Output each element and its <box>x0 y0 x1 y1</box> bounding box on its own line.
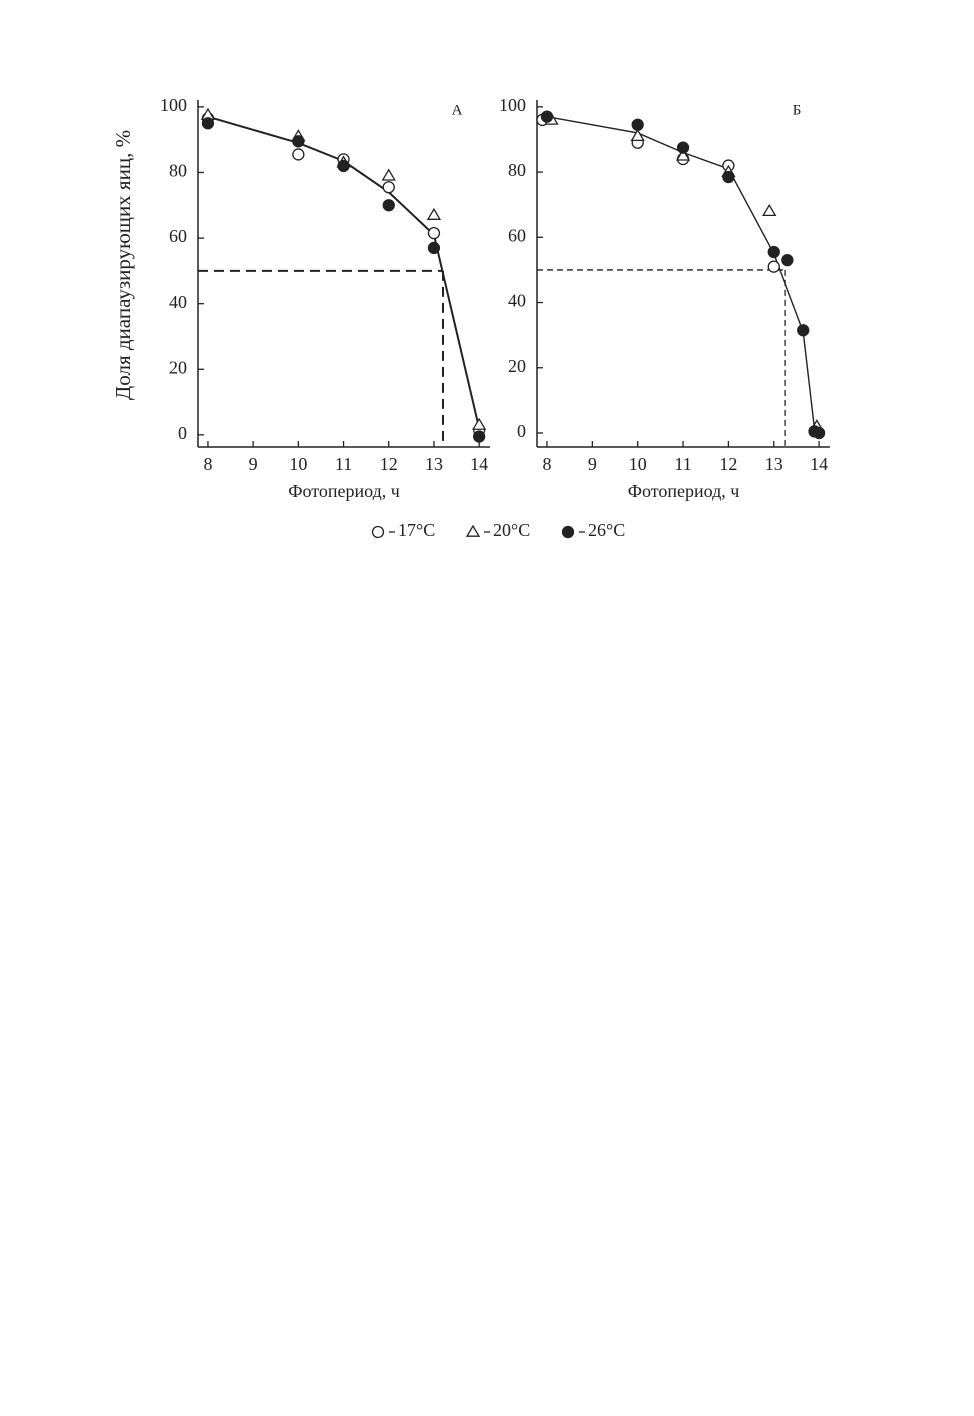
x-tick-label: 12 <box>380 454 398 474</box>
x-tick-label: 13 <box>765 454 783 474</box>
data-point <box>631 118 644 131</box>
x-tick-label: 10 <box>629 454 647 474</box>
y-tick-label: 40 <box>508 291 526 311</box>
y-tick-label: 80 <box>169 161 187 181</box>
data-point <box>382 181 395 194</box>
y-tick-label: 100 <box>499 95 526 115</box>
legend-label: 26°C <box>588 520 625 540</box>
data-point <box>762 203 777 217</box>
legend-marker <box>465 524 481 537</box>
x-tick-label: 14 <box>810 454 828 474</box>
x-tick-label: 9 <box>249 454 258 474</box>
x-tick-label: 8 <box>542 454 551 474</box>
data-point <box>540 110 554 123</box>
legend-marker <box>371 525 385 539</box>
data-point <box>382 199 395 212</box>
data-point <box>427 241 441 255</box>
x-tick-label: 12 <box>719 454 737 474</box>
data-point <box>797 324 810 337</box>
data-point <box>676 141 690 154</box>
x-axis-label: Фотопериод, ч <box>628 481 740 501</box>
data-point <box>472 417 487 430</box>
x-tick-label: 9 <box>588 454 597 474</box>
y-tick-label: 100 <box>160 95 187 115</box>
data-point <box>292 135 305 148</box>
y-tick-label: 40 <box>169 292 187 312</box>
y-tick-label: 20 <box>508 356 526 376</box>
legend-label: 17°C <box>398 520 435 540</box>
data-point <box>812 426 826 440</box>
y-tick-label: 80 <box>508 160 526 180</box>
x-tick-label: 13 <box>425 454 443 474</box>
data-point <box>427 227 441 240</box>
x-tick-label: 8 <box>203 454 212 474</box>
data-point <box>381 168 396 181</box>
y-tick-label: 60 <box>169 226 187 246</box>
data-point <box>630 128 645 142</box>
legend-marker <box>561 525 575 539</box>
x-tick-label: 14 <box>470 454 488 474</box>
data-point <box>426 207 442 220</box>
data-point <box>722 170 735 184</box>
y-tick-label: 0 <box>517 421 526 441</box>
fit-line <box>207 115 481 429</box>
data-point <box>201 117 215 130</box>
panel-title: Б <box>793 102 802 118</box>
y-tick-label: 0 <box>178 423 187 443</box>
data-point <box>292 148 305 161</box>
x-tick-label: 10 <box>289 454 307 474</box>
data-point <box>473 430 486 443</box>
data-point <box>767 245 780 259</box>
data-point <box>675 148 691 161</box>
x-tick-label: 11 <box>674 454 691 474</box>
panel-title: А <box>452 102 463 118</box>
y-tick-label: 60 <box>508 225 526 245</box>
y-axis-label: Доля диапаузирующих яиц, % <box>111 130 135 400</box>
fit-line <box>546 115 820 434</box>
x-axis-label: Фотопериод, ч <box>288 481 400 501</box>
data-point <box>781 253 794 267</box>
x-tick-label: 11 <box>335 454 352 474</box>
legend-label: 20°C <box>493 520 530 540</box>
y-tick-label: 20 <box>169 357 187 377</box>
data-point <box>337 159 350 173</box>
data-point <box>767 260 780 273</box>
